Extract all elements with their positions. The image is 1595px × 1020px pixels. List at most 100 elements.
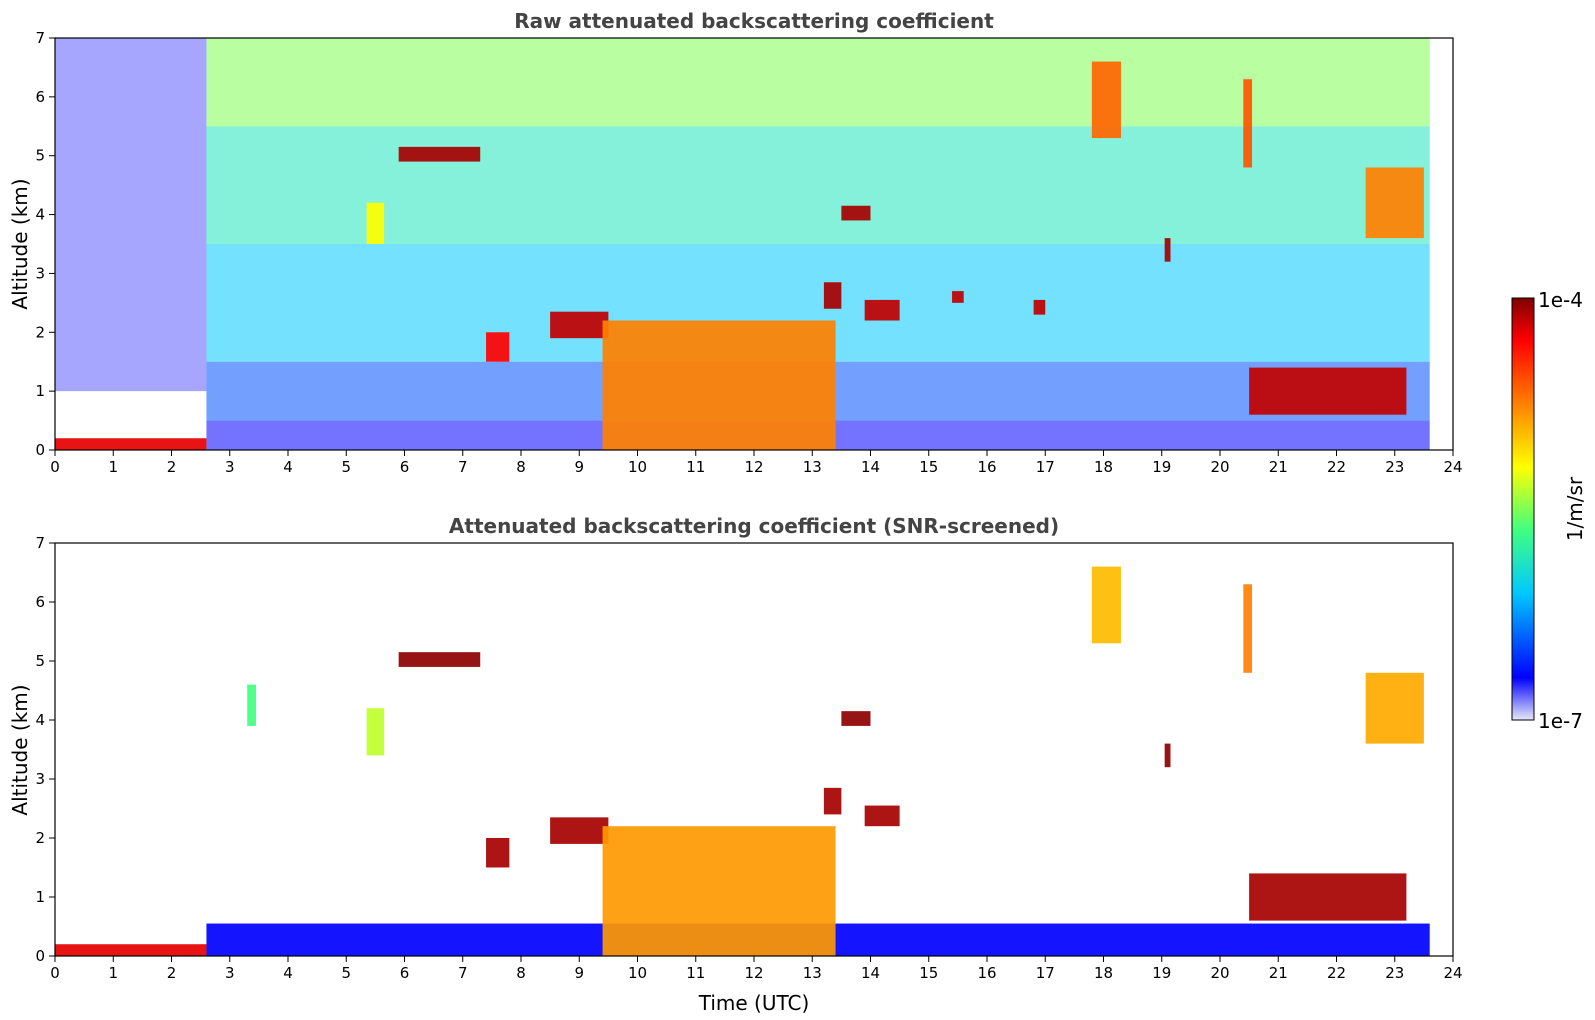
panel-screened-x-label: Time (UTC) (698, 991, 810, 1015)
x-tick-label: 5 (341, 458, 351, 476)
backscatter-feature (1243, 584, 1253, 673)
x-tick-label: 23 (1385, 964, 1404, 982)
x-tick-label: 20 (1210, 964, 1229, 982)
panel-screened-x-axis: 0 1 2 3 4 5 6 7 8 9 10 11 12 13 14 15 16 17 18 19 20 21 22 23 24 (50, 956, 1463, 982)
backscatter-feature (841, 205, 871, 221)
colorbar: 1e-4 1e-7 1/m/sr (1511, 288, 1587, 733)
x-tick-label: 14 (861, 964, 880, 982)
y-tick-label: 5 (35, 147, 45, 165)
x-tick-label: 13 (803, 458, 822, 476)
backscatter-feature (550, 311, 609, 339)
x-tick-label: 17 (1036, 964, 1055, 982)
x-tick-label: 18 (1094, 458, 1113, 476)
backscatter-feature (550, 817, 609, 844)
backscatter-feature (1249, 367, 1407, 415)
y-tick-label: 2 (35, 829, 45, 847)
x-tick-label: 5 (341, 964, 351, 982)
x-tick-label: 24 (1443, 964, 1462, 982)
backscatter-feature (1365, 672, 1424, 744)
backscatter-feature (55, 438, 207, 450)
x-tick-label: 21 (1269, 458, 1288, 476)
x-tick-label: 6 (400, 458, 410, 476)
backscatter-feature (1164, 238, 1171, 262)
panel-screened-plot-area (55, 566, 1430, 956)
panel-raw-title: Raw attenuated backscattering coefficien… (514, 9, 994, 33)
x-tick-label: 14 (861, 458, 880, 476)
backscatter-feature (398, 652, 481, 667)
panel-raw-x-axis: 0 1 2 3 4 5 6 7 8 9 10 11 12 13 14 15 16 17 18 19 20 21 22 23 24 (50, 450, 1463, 476)
backscatter-feature (486, 838, 510, 868)
y-tick-label: 1 (35, 382, 45, 400)
x-tick-label: 19 (1152, 458, 1171, 476)
x-tick-label: 19 (1152, 964, 1171, 982)
x-tick-label: 13 (803, 964, 822, 982)
backscatter-feature (864, 805, 900, 827)
x-tick-label: 9 (574, 458, 584, 476)
y-tick-label: 2 (35, 323, 45, 341)
y-tick-label: 4 (35, 711, 45, 729)
x-tick-label: 8 (516, 964, 526, 982)
backscatter-feature (841, 711, 871, 726)
x-tick-label: 22 (1327, 458, 1346, 476)
x-tick-label: 7 (458, 964, 468, 982)
y-tick-label: 7 (35, 534, 45, 552)
backscatter-feature (602, 320, 836, 450)
x-tick-label: 15 (919, 458, 938, 476)
x-tick-label: 7 (458, 458, 468, 476)
x-tick-label: 12 (744, 458, 763, 476)
x-tick-label: 16 (977, 964, 996, 982)
panel-screened-y-axis: 0 1 2 3 4 5 6 7 (35, 534, 55, 965)
x-tick-label: 17 (1036, 458, 1055, 476)
panel-screened: Attenuated backscattering coefficient (S… (8, 514, 1463, 1015)
background-band (206, 38, 1430, 127)
x-tick-label: 3 (225, 964, 235, 982)
colorbar-min-label: 1e-7 (1538, 709, 1583, 733)
x-tick-label: 16 (977, 458, 996, 476)
y-tick-label: 3 (35, 770, 45, 788)
backscatter-feature (1091, 566, 1121, 644)
x-tick-label: 0 (50, 964, 60, 982)
x-tick-label: 2 (167, 458, 177, 476)
backscatter-feature (1033, 299, 1046, 315)
x-tick-label: 0 (50, 458, 60, 476)
colorbar-unit-label: 1/m/sr (1563, 476, 1587, 541)
x-tick-label: 11 (686, 458, 705, 476)
x-tick-label: 1 (108, 964, 118, 982)
x-tick-label: 3 (225, 458, 235, 476)
backscatter-feature (1249, 873, 1407, 921)
backscatter-feature (823, 282, 842, 309)
backscatter-feature (366, 202, 385, 244)
backscatter-feature (602, 826, 836, 956)
backscatter-feature (398, 146, 481, 162)
background-band (55, 38, 207, 392)
y-tick-label: 4 (35, 206, 45, 224)
x-tick-label: 9 (574, 964, 584, 982)
y-tick-label: 0 (35, 947, 45, 965)
x-tick-label: 10 (628, 964, 647, 982)
backscatter-feature (864, 299, 900, 321)
panel-raw: Raw attenuated backscattering coefficien… (8, 9, 1463, 476)
x-tick-label: 6 (400, 964, 410, 982)
y-tick-label: 6 (35, 88, 45, 106)
x-tick-label: 4 (283, 964, 293, 982)
colorbar-max-label: 1e-4 (1538, 288, 1583, 312)
panel-screened-y-label: Altitude (km) (8, 684, 32, 815)
backscatter-feature (952, 291, 964, 303)
y-tick-label: 0 (35, 441, 45, 459)
panel-raw-plot-area (55, 38, 1430, 450)
x-tick-label: 11 (686, 964, 705, 982)
y-tick-label: 7 (35, 29, 45, 47)
background-band (206, 126, 1430, 244)
backscatter-feature (1091, 61, 1121, 139)
backscatter-feature (366, 708, 385, 756)
x-tick-label: 21 (1269, 964, 1288, 982)
x-tick-label: 20 (1210, 458, 1229, 476)
colorbar-bar (1511, 297, 1535, 721)
backscatter-feature (1243, 79, 1253, 168)
x-tick-label: 1 (108, 458, 118, 476)
backscatter-feature (247, 684, 256, 726)
x-tick-label: 24 (1443, 458, 1462, 476)
panel-raw-y-axis: 0 1 2 3 4 5 6 7 (35, 29, 55, 459)
panel-screened-title: Attenuated backscattering coefficient (S… (449, 514, 1059, 538)
